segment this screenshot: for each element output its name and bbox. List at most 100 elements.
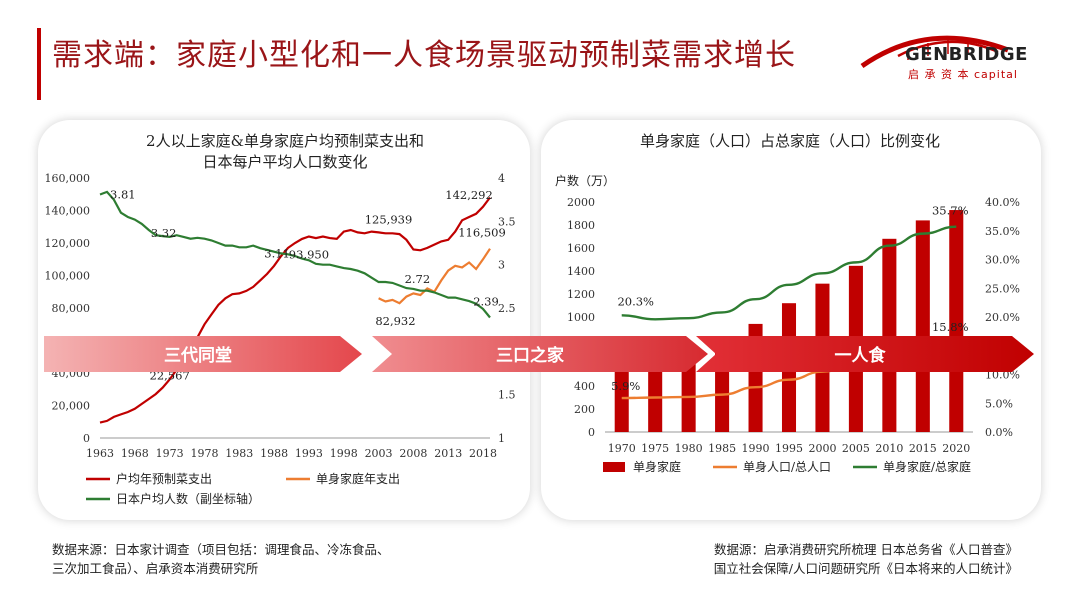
page-title: 需求端：家庭小型化和一人食场景驱动预制菜需求增长 — [52, 38, 796, 73]
x-tick: 1963 — [86, 447, 114, 460]
right-chart: 户数（万）02004006008001000120014001600180020… — [555, 173, 1020, 474]
left-y-tick: 0 — [588, 426, 595, 439]
left-y-tick: 1400 — [567, 265, 595, 278]
right-y-tick: 1.5 — [498, 389, 516, 402]
legend-label: 单身人口/总人口 — [743, 459, 831, 474]
x-tick: 1978 — [190, 447, 218, 460]
right-y-tick: 25.0% — [985, 282, 1020, 295]
left-source-line2: 三次加工食品）、启承资本消费研究所 — [52, 561, 259, 576]
stage-arrow — [696, 336, 1034, 372]
data-label: 3.32 — [151, 226, 177, 240]
left-y-tick: 100,000 — [45, 270, 91, 283]
data-label: 3.11 — [264, 246, 290, 260]
left-chart-title-line2: 日本每户平均人口数变化 — [202, 153, 368, 171]
legend-label: 日本户均人数（副坐标轴） — [116, 491, 260, 506]
stage-label: 三口之家 — [496, 345, 564, 366]
x-tick: 2005 — [842, 442, 870, 455]
x-tick: 2015 — [909, 442, 937, 455]
right-y-tick: 4 — [498, 172, 505, 185]
right-y-tick: 40.0% — [985, 196, 1020, 209]
right-y-tick: 3 — [498, 259, 505, 272]
bar — [915, 220, 930, 432]
bar — [949, 210, 964, 432]
left-y-tick: 2000 — [567, 196, 595, 209]
left-y-tick: 1200 — [567, 288, 595, 301]
x-tick: 1968 — [121, 447, 149, 460]
left-y-tick: 1600 — [567, 242, 595, 255]
data-label: 3.81 — [110, 187, 136, 201]
data-label: 93,950 — [289, 248, 329, 262]
right-chart-title: 单身家庭（人口）占总家庭（人口）比例变化 — [639, 132, 940, 150]
left-y-tick: 1000 — [567, 311, 595, 324]
x-tick: 2003 — [365, 447, 393, 460]
right-y-tick: 2.5 — [498, 302, 516, 315]
data-label: 15.8% — [932, 320, 969, 334]
data-label: 142,292 — [445, 188, 493, 202]
legend-label: 单身家庭年支出 — [316, 471, 400, 486]
left-y-tick: 80,000 — [52, 302, 91, 315]
left-chart-panel — [38, 120, 530, 520]
title-accent-bar — [37, 28, 41, 100]
x-tick: 2013 — [434, 447, 462, 460]
x-tick: 1995 — [775, 442, 803, 455]
x-tick: 2010 — [875, 442, 903, 455]
right-source-line2: 国立社会保障/人口问题研究所《日本将来的人口统计》 — [713, 561, 1018, 576]
right-source: 数据源：启承消费研究所梳理 日本总务省《人口普查》 国立社会保障/人口问题研究所… — [568, 540, 1018, 578]
left-source-line1: 数据来源：日本家计调查（项目包括：调理食品、冷冻食品、 — [52, 542, 390, 557]
right-source-line1: 数据源：启承消费研究所梳理 日本总务省《人口普查》 — [714, 542, 1018, 557]
left-source: 数据来源：日本家计调查（项目包括：调理食品、冷冻食品、 三次加工食品）、启承资本… — [52, 540, 390, 578]
x-tick: 1975 — [641, 442, 669, 455]
right-y-tick: 35.0% — [985, 225, 1020, 238]
left-chart-title: 2人以上家庭&单身家庭户均预制菜支出和 日本每户平均人口数变化 — [60, 131, 510, 173]
logo-wordmark: GENBRIDGE — [905, 44, 1028, 65]
stage-arrow — [44, 336, 362, 372]
left-chart-title-line1: 2人以上家庭&单身家庭户均预制菜支出和 — [146, 132, 424, 150]
legend-label: 单身家庭 — [633, 459, 681, 474]
left-chart: 020,00040,00060,00080,000100,000120,0001… — [45, 172, 516, 506]
x-tick: 2008 — [399, 447, 427, 460]
data-label: 2.72 — [405, 272, 431, 286]
x-tick: 2018 — [469, 447, 497, 460]
data-label: 82,932 — [375, 314, 415, 328]
x-tick: 1970 — [608, 442, 636, 455]
data-label: 5.9% — [611, 379, 640, 393]
data-label: 116,509 — [458, 226, 506, 240]
left-y-tick: 160,000 — [45, 172, 91, 185]
x-tick: 1988 — [260, 447, 288, 460]
stage-label: 三代同堂 — [164, 345, 232, 366]
y-axis-label: 户数（万） — [555, 173, 615, 188]
x-tick: 1998 — [330, 447, 358, 460]
left-y-tick: 0 — [83, 432, 90, 445]
logo-subtitle: 启 承 资 本 capital — [908, 68, 1018, 81]
right-y-tick: 3.5 — [498, 215, 516, 228]
data-label: 35.7% — [932, 204, 969, 218]
left-y-tick: 120,000 — [45, 237, 91, 250]
left-y-tick: 1800 — [567, 219, 595, 232]
x-tick: 1993 — [295, 447, 323, 460]
x-tick: 1973 — [156, 447, 184, 460]
data-label: 125,939 — [365, 212, 413, 226]
legend-swatch — [603, 462, 625, 472]
legend-label: 单身家庭/总家庭 — [883, 459, 971, 474]
right-y-tick: 30.0% — [985, 254, 1020, 267]
series-line — [99, 196, 491, 424]
x-tick: 1980 — [675, 442, 703, 455]
bar — [882, 238, 897, 432]
stage-arrows: 三代同堂 三口之家 一人食 — [44, 336, 1034, 372]
right-y-tick: 5.0% — [985, 397, 1013, 410]
series-line — [621, 225, 957, 321]
stage-label: 一人食 — [835, 345, 887, 366]
x-tick: 1985 — [708, 442, 736, 455]
series-line — [99, 190, 491, 319]
x-tick: 2000 — [808, 442, 836, 455]
x-tick: 1983 — [225, 447, 253, 460]
genbridge-logo — [860, 35, 1009, 69]
data-label: 20.3% — [617, 294, 654, 308]
left-y-tick: 20,000 — [52, 400, 91, 413]
data-label: 2.39 — [473, 295, 499, 309]
right-y-tick: 1 — [498, 432, 505, 445]
bar — [648, 358, 663, 432]
right-y-tick: 20.0% — [985, 311, 1020, 324]
left-y-tick: 400 — [574, 380, 595, 393]
left-y-tick: 200 — [574, 403, 595, 416]
